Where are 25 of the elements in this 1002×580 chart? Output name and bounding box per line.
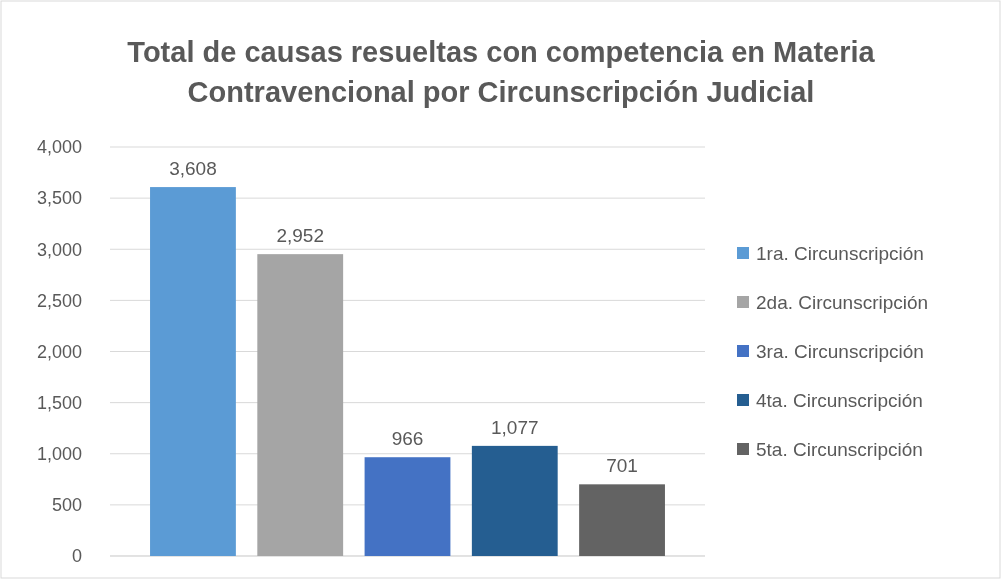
y-tick-label: 500 bbox=[51, 495, 82, 516]
y-tick-label: 0 bbox=[71, 546, 82, 567]
y-tick-label: 4,000 bbox=[36, 137, 82, 158]
bar bbox=[471, 445, 558, 556]
y-tick-label: 3,000 bbox=[36, 239, 82, 260]
legend-label: 4ta. Circunscripción bbox=[756, 389, 923, 411]
legend-label: 1ra. Circunscripción bbox=[756, 242, 924, 264]
legend-label: 2da. Circunscripción bbox=[756, 291, 929, 313]
data-label: 1,077 bbox=[491, 416, 539, 438]
y-tick-label: 3,500 bbox=[36, 188, 82, 209]
data-label: 3,608 bbox=[169, 158, 217, 180]
legend-label: 5ta. Circunscripción bbox=[756, 438, 923, 460]
y-tick-label: 1,000 bbox=[36, 444, 82, 465]
bar bbox=[150, 187, 236, 556]
data-label: 2,952 bbox=[276, 225, 324, 247]
y-tick-label: 1,500 bbox=[36, 392, 82, 413]
bar bbox=[364, 457, 451, 556]
data-label: 701 bbox=[606, 455, 638, 477]
y-tick-label: 2,500 bbox=[36, 290, 82, 311]
data-label: 966 bbox=[391, 428, 424, 450]
bar bbox=[579, 484, 665, 556]
bar bbox=[257, 254, 344, 556]
chart-title: Total de causas resueltas con competencia en Materia Contravencional por Circunscripción Judicial bbox=[127, 36, 876, 108]
legend-label: 3ra. Circunscripción bbox=[756, 340, 924, 362]
y-tick-label: 2,000 bbox=[36, 341, 82, 362]
